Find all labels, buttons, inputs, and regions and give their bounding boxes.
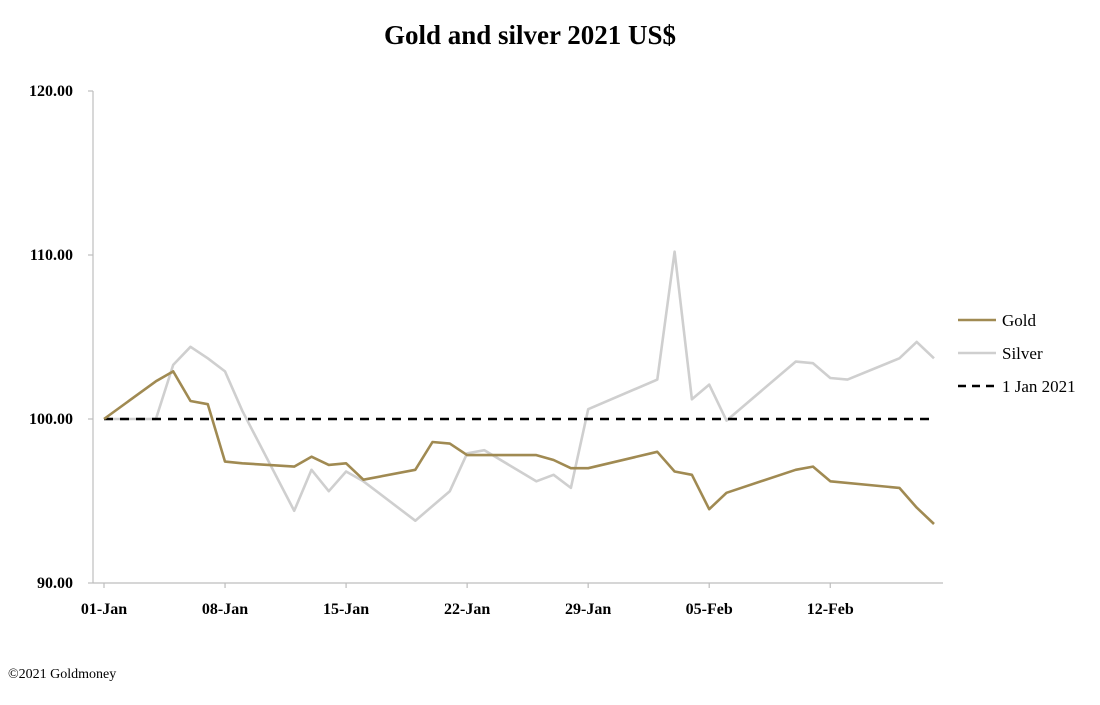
x-axis-ticks: 01-Jan 08-Jan 15-Jan 22-Jan 29-Jan 05-Feb 12-F… [81,583,854,618]
y-axis-ticks: 90.00 100.00 110.00 120.00 [29,83,93,592]
series-line-silver [104,250,935,523]
x-tick-label: 01-Jan [81,601,127,618]
series-line-gold [103,370,935,525]
y-tick-label: 100.00 [29,411,73,428]
y-tick-label: 110.00 [30,247,73,264]
x-tick-label: 22-Jan [444,601,490,618]
chart-title: Gold and silver 2021 US$ [384,20,676,50]
copyright-text: ©2021 Goldmoney [8,667,117,682]
legend-label: 1 Jan 2021 [1002,377,1076,396]
y-tick-label: 120.00 [29,83,73,100]
y-tick-label: 90.00 [37,575,73,592]
legend-label: Silver [1002,344,1043,363]
x-tick-label: 12-Feb [807,601,854,618]
x-tick-label: 08-Jan [202,601,248,618]
x-tick-label: 15-Jan [323,601,369,618]
legend-label: Gold [1002,311,1037,330]
legend: Gold Silver 1 Jan 2021 [958,311,1076,396]
series-layer [103,250,935,525]
x-tick-label: 05-Feb [686,601,733,618]
x-tick-label: 29-Jan [565,601,611,618]
